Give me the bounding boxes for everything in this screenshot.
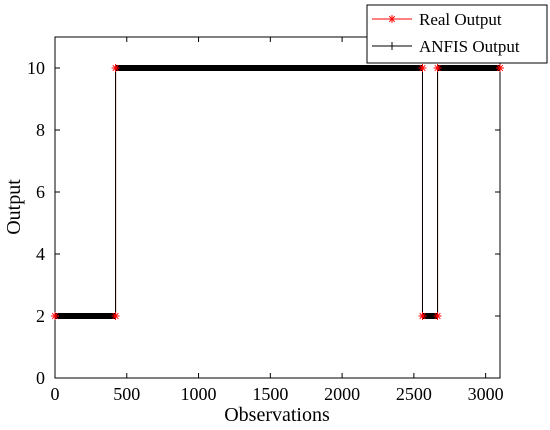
legend-anfis-output-marker bbox=[388, 42, 396, 50]
y-tick-label: 6 bbox=[36, 182, 45, 202]
real-output-marker bbox=[433, 64, 442, 72]
x-axis-ticks: 0 500 1000 1500 2000 2500 3000 bbox=[51, 37, 504, 404]
x-tick-label: 0 bbox=[51, 384, 60, 404]
real-output-marker bbox=[111, 312, 120, 320]
y-tick-label: 10 bbox=[27, 58, 45, 78]
y-axis-label: Output bbox=[3, 179, 25, 235]
x-tick-label: 2000 bbox=[324, 384, 360, 404]
real-output-marker bbox=[433, 312, 442, 320]
real-output-marker bbox=[418, 312, 427, 320]
legend-real-output-marker bbox=[388, 15, 396, 23]
x-tick-label: 500 bbox=[113, 384, 140, 404]
y-tick-label: 2 bbox=[36, 306, 45, 326]
y-tick-label: 8 bbox=[36, 120, 45, 140]
real-output-marker bbox=[111, 64, 120, 72]
x-tick-label: 1500 bbox=[252, 384, 288, 404]
legend: Real Output ANFIS Output bbox=[366, 4, 548, 64]
legend-real-output-label: Real Output bbox=[419, 10, 502, 29]
x-axis-label: Observations bbox=[224, 404, 330, 426]
legend-box bbox=[366, 4, 548, 64]
x-tick-label: 2500 bbox=[396, 384, 432, 404]
real-output-marker bbox=[496, 64, 504, 72]
y-axis-ticks: 0 2 4 6 8 10 bbox=[27, 58, 500, 388]
y-tick-label: 4 bbox=[36, 244, 45, 264]
real-output-marker bbox=[51, 312, 59, 320]
series-layer bbox=[51, 64, 504, 320]
anfis-output-line bbox=[55, 67, 500, 317]
x-tick-label: 1000 bbox=[181, 384, 217, 404]
y-tick-label: 0 bbox=[36, 368, 45, 388]
real-output-line bbox=[55, 67, 500, 317]
real-output-marker bbox=[418, 64, 427, 72]
real-output-marker bbox=[388, 15, 396, 23]
plot-area-frame bbox=[54, 36, 501, 379]
x-tick-label: 3000 bbox=[468, 384, 504, 404]
legend-anfis-output-label: ANFIS Output bbox=[419, 37, 520, 56]
